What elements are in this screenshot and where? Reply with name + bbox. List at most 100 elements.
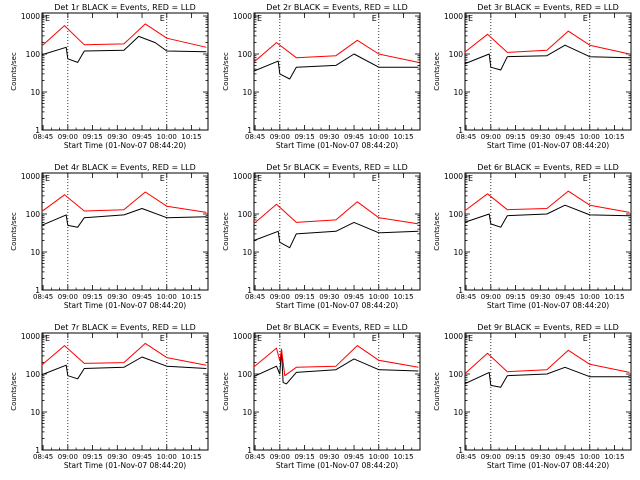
y-tick-label: 10: [242, 248, 252, 257]
chart-panel-1: Det 1r BLACK = Events, RED = LLD 1 10 100 10…: [10, 3, 209, 150]
events-series-line: [464, 366, 630, 388]
y-tick-label: 1000: [21, 12, 40, 21]
e-marker: E: [372, 174, 377, 183]
y-tick-label: 100: [449, 210, 464, 219]
x-tick-label: 09:30: [319, 133, 339, 141]
plot-frame: [41, 332, 209, 451]
y-tick-label: 1: [247, 446, 252, 455]
x-tick-label: 09:30: [530, 133, 550, 141]
e-marker: E: [160, 14, 165, 23]
x-tick-label: 10:00: [369, 293, 389, 301]
x-tick-label: 09:45: [555, 293, 575, 301]
x-tick-label: 10:00: [369, 133, 389, 141]
x-tick-label: 09:45: [132, 453, 152, 461]
chart-panel-4: Det 4r BLACK = Events, RED = LLD 1 10 100 10…: [10, 163, 209, 310]
lld-series-line: [41, 191, 207, 213]
chart-title: Det 1r BLACK = Events, RED = LLD: [54, 3, 196, 12]
plot-frame: [253, 12, 421, 131]
x-axis-label: Start Time (01-Nov-07 08:44:20): [487, 301, 609, 310]
events-series-line: [253, 221, 419, 249]
x-tick-label: 09:15: [505, 133, 525, 141]
x-tick-label: 09:30: [107, 293, 127, 301]
x-tick-label: 09:15: [82, 133, 102, 141]
chart-panel-8: Det 8r BLACK = Events, RED = LLD 1 10 100 10…: [222, 323, 421, 470]
y-axis-label: Counts/sec: [433, 212, 441, 251]
x-tick-label: 10:00: [580, 293, 600, 301]
x-tick-label: 10:00: [580, 453, 600, 461]
x-tick-label: 10:00: [369, 453, 389, 461]
chart-title: Det 4r BLACK = Events, RED = LLD: [54, 163, 196, 172]
y-tick-label: 100: [238, 370, 253, 379]
x-axis-label: Start Time (01-Nov-07 08:44:20): [487, 141, 609, 150]
chart-title: Det 6r BLACK = Events, RED = LLD: [477, 163, 619, 172]
x-tick-label: 09:30: [530, 293, 550, 301]
x-tick-label: 09:30: [107, 133, 127, 141]
x-tick-label: 09:00: [270, 293, 290, 301]
x-tick-label: 09:15: [294, 293, 314, 301]
x-axis-label: Start Time (01-Nov-07 08:44:20): [276, 301, 398, 310]
chart-panel-2: Det 2r BLACK = Events, RED = LLD 1 10 100 10…: [222, 3, 421, 150]
e-marker: E: [45, 14, 50, 23]
x-axis-label: Start Time (01-Nov-07 08:44:20): [64, 461, 186, 470]
plot-frame: [253, 332, 421, 451]
x-tick-label: 10:00: [157, 293, 177, 301]
y-tick-label: 1000: [21, 332, 40, 341]
chart-panel-6: Det 6r BLACK = Events, RED = LLD 1 10 100 10…: [433, 163, 632, 310]
y-tick-label: 100: [26, 370, 41, 379]
y-tick-label: 1000: [233, 332, 252, 341]
x-tick-label: 09:00: [270, 453, 290, 461]
lld-series-line: [464, 190, 630, 213]
chart-title: Det 9r BLACK = Events, RED = LLD: [477, 323, 619, 332]
y-tick-label: 1: [35, 126, 40, 135]
y-tick-label: 10: [453, 248, 463, 257]
y-axis-label: Counts/sec: [433, 52, 441, 91]
y-tick-label: 10: [242, 88, 252, 97]
x-tick-label: 10:15: [604, 133, 624, 141]
e-marker: E: [468, 174, 473, 183]
x-tick-label: 10:00: [157, 133, 177, 141]
x-tick-label: 08:45: [33, 453, 53, 461]
y-tick-label: 1000: [233, 12, 252, 21]
events-series-line: [41, 35, 207, 63]
y-axis-label: Counts/sec: [433, 372, 441, 411]
x-tick-label: 08:45: [456, 133, 476, 141]
e-marker: E: [160, 334, 165, 343]
y-tick-label: 100: [26, 50, 41, 59]
x-tick-label: 09:45: [132, 293, 152, 301]
y-axis-label: Counts/sec: [10, 52, 18, 91]
events-series-line: [253, 53, 419, 80]
chart-title: Det 2r BLACK = Events, RED = LLD: [266, 3, 408, 12]
x-tick-label: 10:15: [393, 453, 413, 461]
y-tick-label: 10: [30, 88, 40, 97]
y-tick-label: 1: [458, 126, 463, 135]
plot-frame: [41, 172, 209, 291]
e-marker: E: [583, 174, 588, 183]
x-tick-label: 09:00: [58, 293, 78, 301]
x-tick-label: 09:00: [481, 453, 501, 461]
e-marker: E: [372, 14, 377, 23]
plot-frame: [41, 12, 209, 131]
x-tick-label: 10:00: [157, 453, 177, 461]
x-axis-label: Start Time (01-Nov-07 08:44:20): [487, 461, 609, 470]
y-tick-label: 100: [26, 210, 41, 219]
x-tick-label: 09:00: [58, 133, 78, 141]
y-tick-label: 1000: [444, 172, 463, 181]
x-axis-label: Start Time (01-Nov-07 08:44:20): [64, 141, 186, 150]
x-tick-label: 09:30: [319, 453, 339, 461]
x-tick-label: 09:30: [107, 453, 127, 461]
lld-series-line: [464, 349, 630, 375]
chart-title: Det 3r BLACK = Events, RED = LLD: [477, 3, 619, 12]
x-tick-label: 09:00: [481, 293, 501, 301]
lld-series-line: [464, 30, 630, 55]
x-tick-label: 09:45: [344, 133, 364, 141]
x-tick-label: 09:15: [505, 293, 525, 301]
e-marker: E: [257, 14, 262, 23]
y-tick-label: 1000: [233, 172, 252, 181]
e-marker: E: [372, 334, 377, 343]
e-marker: E: [583, 334, 588, 343]
chart-title: Det 8r BLACK = Events, RED = LLD: [266, 323, 408, 332]
chart-panel-3: Det 3r BLACK = Events, RED = LLD 1 10 100 10…: [433, 3, 632, 150]
y-tick-label: 10: [242, 408, 252, 417]
e-marker: E: [257, 334, 262, 343]
